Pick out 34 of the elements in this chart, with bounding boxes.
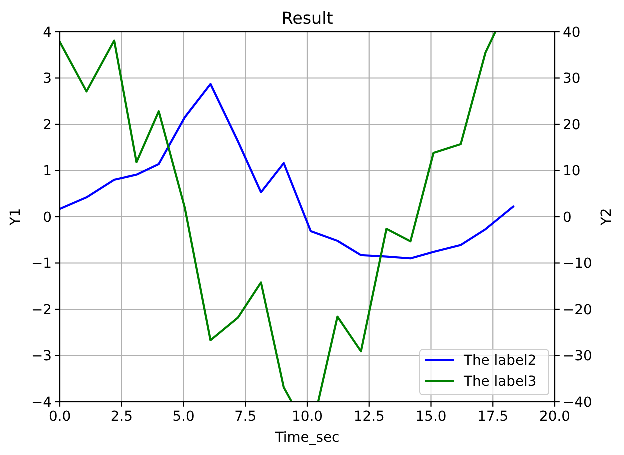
x-tick-label: 17.5 [478, 409, 509, 426]
y2-tick-label: 0 [563, 210, 572, 226]
x-tick-label: 15.0 [416, 409, 447, 426]
y2-tick-label: 10 [563, 164, 581, 180]
y2-axis-title: Y2 [599, 208, 615, 227]
x-tick-label: 12.5 [354, 409, 385, 426]
y-tick-label: −1 [32, 256, 52, 272]
x-axis-title: Time_sec [274, 430, 340, 446]
x-tick-label: 5.0 [172, 409, 195, 426]
legend-label: The label3 [463, 374, 537, 390]
y-tick-label: 4 [43, 24, 52, 41]
y-tick-label: −2 [32, 302, 52, 318]
y-axis-title: Y1 [8, 208, 24, 227]
y-tick-label: 3 [43, 71, 52, 88]
x-tick-label: 7.5 [234, 409, 257, 426]
y2-tick-label: 20 [563, 117, 581, 134]
y2-tick-label: −10 [563, 256, 592, 272]
y-tick-label: 0 [43, 210, 52, 226]
y-tick-label: −3 [32, 348, 52, 365]
x-tick-label: 10.0 [292, 409, 323, 426]
line-series [60, 83, 514, 260]
y-tick-label: 2 [43, 117, 52, 134]
y2-tick-label: −40 [563, 394, 592, 411]
x-tick-label: 20.0 [540, 409, 570, 426]
legend-label: The label2 [463, 353, 537, 370]
y2-tick-label: 40 [563, 24, 581, 41]
y2-tick-label: 30 [563, 71, 581, 88]
y2-tick-label: −20 [563, 302, 592, 318]
x-tick-label: 0.0 [48, 409, 72, 426]
y-tick-label: 1 [43, 164, 52, 180]
x-tick-label: 2.5 [110, 409, 133, 426]
y-tick-label: −4 [32, 394, 52, 411]
y2-tick-label: −30 [563, 348, 592, 365]
chart-title: Result [282, 8, 334, 28]
